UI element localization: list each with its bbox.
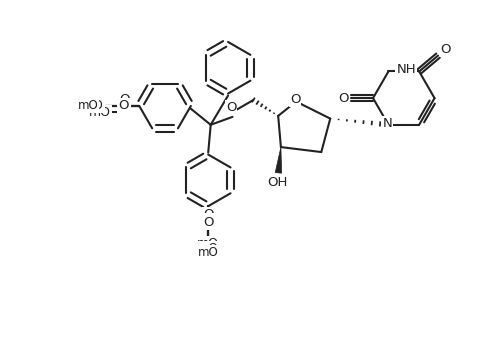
Text: O: O [119,93,130,106]
Text: mO: mO [88,106,110,119]
Text: O: O [203,215,213,229]
Text: O: O [290,93,300,105]
Text: mO: mO [197,237,219,250]
Text: OH: OH [267,176,287,189]
Text: mO: mO [84,99,104,113]
Text: O: O [118,99,128,113]
Text: mO: mO [198,246,218,259]
Text: O: O [226,101,236,114]
Text: O: O [440,43,451,56]
Text: O: O [338,92,348,105]
Text: mO: mO [208,241,210,242]
Text: mO: mO [104,105,106,106]
Text: O: O [119,99,130,113]
Text: mO: mO [78,99,98,113]
Polygon shape [275,147,281,173]
Text: mO: mO [198,242,218,255]
Text: NH: NH [396,62,416,76]
Text: O: O [203,214,213,228]
Text: mO: mO [104,105,107,106]
Text: O: O [118,99,128,113]
Text: N: N [382,117,392,130]
Text: O: O [203,214,213,228]
Text: O: O [203,208,213,221]
